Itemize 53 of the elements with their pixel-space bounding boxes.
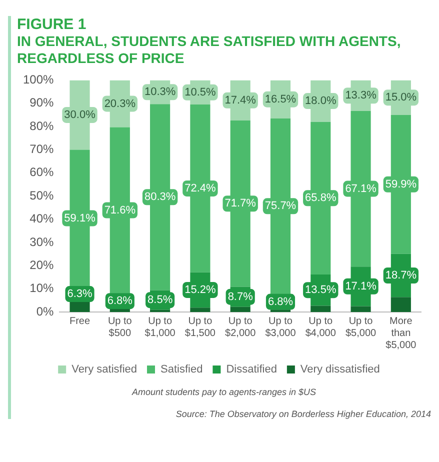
data-label: 18.7% [385, 270, 417, 282]
data-label: 15.2% [184, 284, 216, 296]
y-tick-label: 50% [30, 188, 54, 202]
data-label: 18.0% [305, 95, 336, 108]
y-tick-label: 90% [30, 96, 54, 110]
y-tick-label: 100% [22, 72, 54, 87]
data-label: 59.1% [64, 212, 96, 224]
data-label: 59.9% [385, 178, 417, 190]
data-label: 71.7% [224, 198, 256, 210]
y-tick-label: 80% [30, 118, 54, 133]
x-tick-label: Up to $5,000 [345, 316, 377, 339]
source-note: Source: The Observatory on Borderless Higher Education, 2014 [174, 409, 431, 419]
data-label: 17.1% [345, 280, 377, 292]
data-label: 75.7% [264, 200, 296, 212]
x-tick-label: Up to $500 [108, 316, 132, 339]
x-tick-label: Up to $4,000 [305, 316, 336, 339]
y-tick-label: 0% [36, 304, 54, 318]
x-axis-title: Amount students pay to agents-ranges in $US [130, 387, 318, 397]
data-label: 30.0% [64, 109, 96, 121]
x-tick-label: More than $5,000 [386, 316, 417, 351]
y-tick-label: 20% [30, 258, 54, 272]
data-label: 6.8% [107, 295, 133, 308]
y-tick-label: 70% [30, 142, 54, 156]
data-label: 72.4% [184, 182, 216, 194]
data-label: 6.8% [268, 296, 294, 308]
y-tick-label: 40% [30, 212, 54, 226]
legend-label: Satisfied [160, 364, 203, 376]
legend-label: Dissatified [226, 364, 277, 376]
x-tick-label: Up to $3,000 [265, 316, 296, 339]
data-label: 17.4% [224, 94, 256, 106]
chart-subtitle: IN GENERAL, STUDENTS ARE SATISFIED WITH AGENTS, REGARDLESS OF PRICE [17, 33, 402, 67]
x-tick-label: Free [69, 316, 90, 327]
x-tick-label: Up to $1,500 [184, 316, 216, 339]
legend-label: Very dissatisfied [300, 364, 380, 376]
data-label: 71.6% [104, 204, 136, 216]
data-label: 80.3% [144, 191, 176, 204]
data-label: 13.5% [305, 284, 336, 296]
data-label: 13.3% [345, 90, 377, 102]
x-tick-label: Up to $1,000 [144, 316, 176, 339]
y-tick-label: 10% [30, 281, 54, 296]
data-label: 65.8% [305, 192, 336, 204]
y-tick-label: 60% [30, 165, 54, 180]
data-label: 8.5% [148, 294, 173, 306]
legend-label: Very satisfied [72, 364, 138, 376]
y-tick-label: 30% [30, 234, 54, 249]
data-label: 15.0% [385, 92, 417, 104]
chart-title: FIGURE 1 [17, 16, 88, 33]
data-label: 20.3% [104, 98, 136, 110]
data-label: 67.1% [345, 182, 377, 195]
x-tick-label: Up to $2,000 [225, 316, 256, 339]
data-label: 6.3% [67, 288, 93, 300]
data-label: 16.5% [264, 93, 296, 106]
data-label: 8.7% [228, 290, 254, 303]
